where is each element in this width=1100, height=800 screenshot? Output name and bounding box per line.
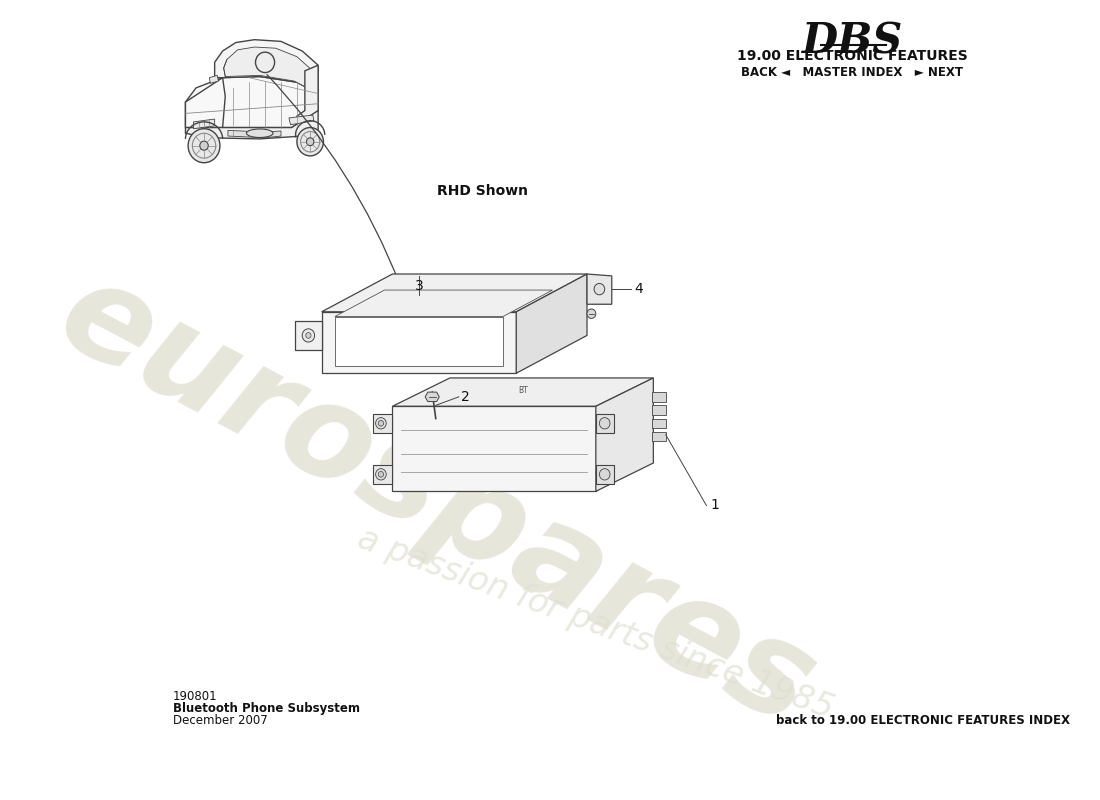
Polygon shape bbox=[651, 418, 666, 428]
Text: DBS: DBS bbox=[802, 21, 903, 62]
Text: 1: 1 bbox=[710, 498, 718, 513]
Polygon shape bbox=[186, 78, 225, 127]
Polygon shape bbox=[186, 110, 318, 139]
Circle shape bbox=[375, 418, 386, 429]
Text: 4: 4 bbox=[635, 282, 643, 296]
Text: 2: 2 bbox=[461, 390, 470, 404]
Polygon shape bbox=[186, 77, 318, 127]
Circle shape bbox=[188, 129, 220, 162]
Polygon shape bbox=[321, 274, 587, 312]
Polygon shape bbox=[651, 406, 666, 414]
Polygon shape bbox=[334, 317, 503, 366]
Polygon shape bbox=[393, 406, 596, 491]
Polygon shape bbox=[651, 392, 666, 402]
Text: December 2007: December 2007 bbox=[173, 714, 267, 727]
Polygon shape bbox=[651, 432, 666, 442]
Polygon shape bbox=[587, 274, 612, 304]
Polygon shape bbox=[596, 465, 614, 484]
Text: a passion for parts since 1985: a passion for parts since 1985 bbox=[353, 522, 838, 726]
Text: BT: BT bbox=[518, 386, 528, 394]
Text: back to 19.00 ELECTRONIC FEATURES INDEX: back to 19.00 ELECTRONIC FEATURES INDEX bbox=[777, 714, 1070, 727]
Polygon shape bbox=[516, 274, 587, 374]
Polygon shape bbox=[393, 378, 653, 406]
Text: 3: 3 bbox=[415, 279, 424, 293]
Polygon shape bbox=[334, 290, 552, 317]
Polygon shape bbox=[297, 65, 318, 127]
Polygon shape bbox=[223, 47, 318, 94]
Circle shape bbox=[594, 283, 605, 294]
Circle shape bbox=[587, 309, 596, 318]
Polygon shape bbox=[194, 119, 214, 129]
Circle shape bbox=[302, 329, 315, 342]
Text: eurospares: eurospares bbox=[39, 249, 835, 753]
Polygon shape bbox=[214, 40, 318, 94]
Circle shape bbox=[306, 333, 311, 338]
Circle shape bbox=[600, 469, 610, 480]
Circle shape bbox=[297, 127, 323, 156]
Circle shape bbox=[307, 138, 314, 146]
Polygon shape bbox=[373, 465, 393, 484]
Polygon shape bbox=[295, 322, 321, 350]
Text: 19.00 ELECTRONIC FEATURES: 19.00 ELECTRONIC FEATURES bbox=[737, 49, 968, 63]
Ellipse shape bbox=[246, 129, 273, 138]
Circle shape bbox=[378, 421, 384, 426]
Circle shape bbox=[600, 418, 610, 429]
Circle shape bbox=[200, 141, 208, 150]
Polygon shape bbox=[425, 392, 439, 402]
Polygon shape bbox=[321, 312, 516, 374]
Polygon shape bbox=[209, 75, 219, 83]
Polygon shape bbox=[373, 414, 393, 433]
Text: Bluetooth Phone Subsystem: Bluetooth Phone Subsystem bbox=[173, 702, 360, 715]
Polygon shape bbox=[289, 115, 314, 125]
Polygon shape bbox=[228, 130, 280, 138]
Circle shape bbox=[378, 471, 384, 477]
Text: 190801: 190801 bbox=[173, 690, 218, 702]
Polygon shape bbox=[596, 414, 614, 433]
Polygon shape bbox=[596, 378, 653, 491]
Text: RHD Shown: RHD Shown bbox=[437, 184, 528, 198]
Circle shape bbox=[375, 469, 386, 480]
Text: BACK ◄   MASTER INDEX   ► NEXT: BACK ◄ MASTER INDEX ► NEXT bbox=[741, 66, 964, 79]
